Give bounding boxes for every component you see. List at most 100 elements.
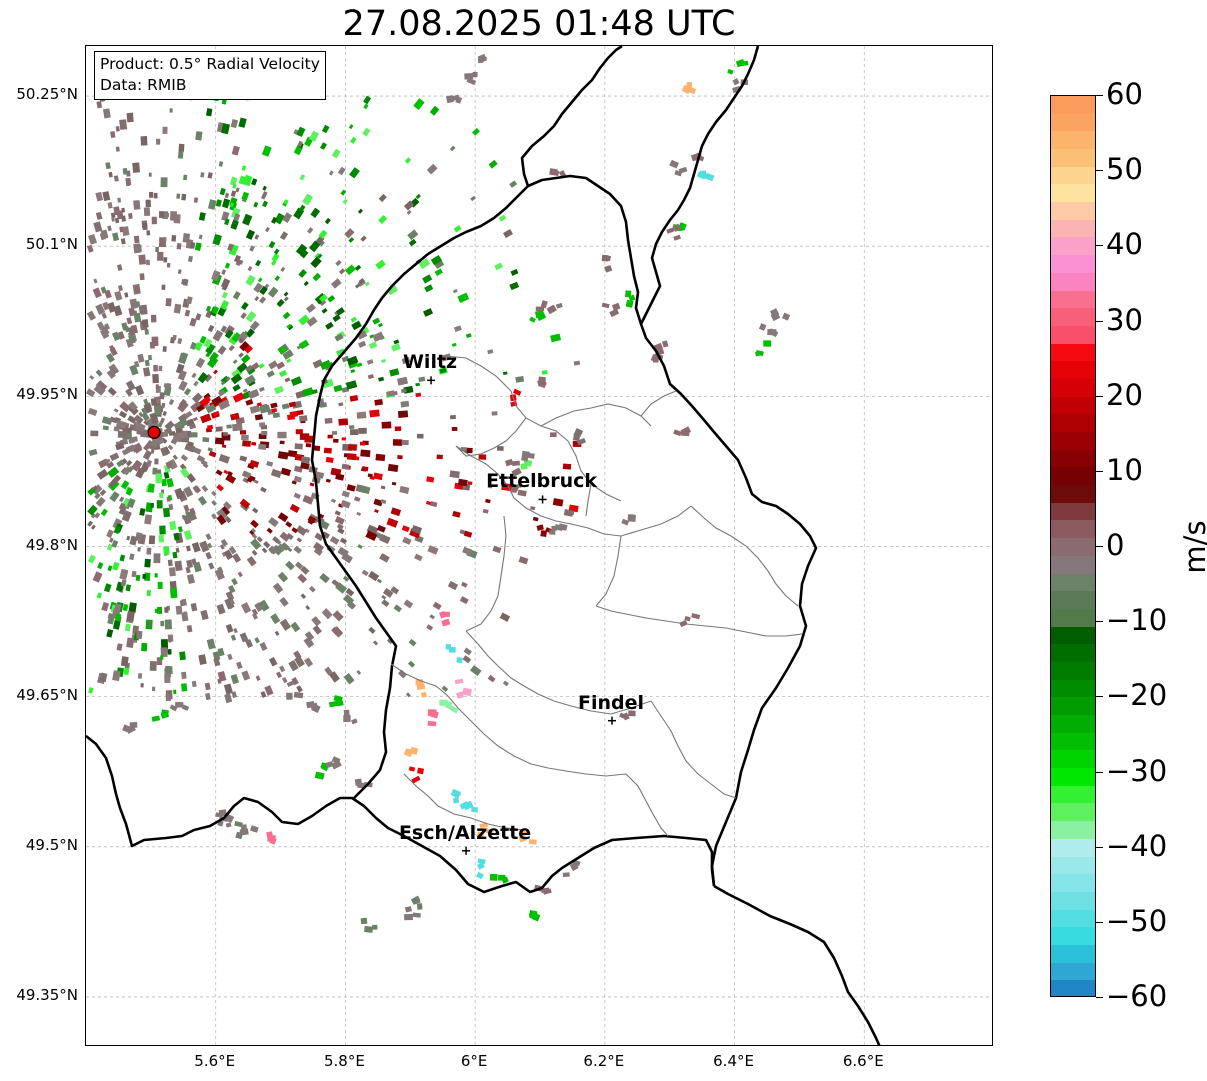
echo-cell	[552, 498, 564, 507]
echo-cell	[280, 266, 286, 272]
echo-cell	[426, 163, 438, 175]
echo-cell	[162, 410, 167, 417]
echo-cell	[156, 399, 160, 404]
echo-cell	[356, 411, 367, 419]
echo-cell	[237, 571, 243, 578]
echo-cell	[382, 587, 394, 598]
echo-cell	[200, 172, 205, 178]
echo-cell	[345, 588, 355, 597]
echo-cell	[177, 337, 183, 345]
canton-border	[455, 417, 527, 457]
echo-cell	[119, 568, 129, 580]
echo-cell	[258, 363, 265, 369]
echo-cell	[609, 308, 620, 318]
echo-cell	[266, 527, 273, 534]
echo-cell	[540, 887, 550, 893]
echo-cell	[181, 671, 187, 680]
echo-cell	[306, 316, 318, 327]
colorbar-tick	[1096, 320, 1103, 322]
echo-cell	[673, 429, 682, 437]
echo-cell	[87, 520, 93, 527]
echo-cell	[139, 507, 146, 516]
echo-cell	[153, 553, 161, 564]
echo-cell	[268, 517, 279, 528]
echo-cell	[489, 873, 498, 881]
echo-cell	[94, 492, 101, 500]
radar-map[interactable]	[85, 45, 993, 1046]
lon-tick-label: 5.8°E	[324, 1052, 365, 1070]
echo-cell	[425, 500, 432, 506]
echo-cell	[241, 434, 249, 441]
echo-cell	[141, 412, 150, 422]
echo-cell	[247, 388, 260, 400]
echo-cell	[333, 694, 343, 703]
echo-cell	[270, 402, 278, 409]
city-marker	[462, 846, 471, 855]
echo-cell	[260, 691, 267, 698]
echo-cell	[205, 403, 217, 414]
echo-cell	[150, 413, 159, 424]
echo-cell	[239, 430, 247, 435]
echo-cell	[255, 675, 261, 681]
echo-cell	[244, 374, 256, 386]
echo-cell	[238, 337, 244, 344]
echo-cell	[549, 529, 556, 535]
echo-cell	[117, 430, 128, 438]
echo-cell	[251, 533, 258, 540]
echo-cell	[284, 377, 291, 383]
echo-cell	[335, 307, 345, 316]
colorbar-segment	[1051, 909, 1095, 929]
echo-cell	[122, 168, 128, 175]
echo-cell	[275, 361, 285, 370]
echo-cell	[169, 588, 178, 599]
colorbar-segment	[1051, 980, 1095, 996]
colorbar-tick-label: 0	[1106, 528, 1125, 562]
echo-cell	[143, 443, 151, 451]
echo-cell	[528, 839, 537, 845]
echo-cell	[459, 596, 469, 605]
echo-cell	[230, 412, 240, 421]
city-marker	[427, 376, 436, 385]
echo-cell	[510, 483, 520, 492]
echo-cell	[189, 317, 197, 327]
echo-cell	[277, 345, 288, 355]
echo-cell	[279, 231, 289, 241]
echo-cell	[113, 525, 122, 535]
lat-tick-label: 50.25°N	[16, 85, 78, 104]
echo-cell	[224, 192, 230, 199]
echo-cell	[146, 230, 151, 236]
echo-cell	[302, 494, 314, 505]
echo-cell	[300, 593, 307, 600]
echo-cell	[121, 215, 126, 222]
echo-cell	[330, 759, 342, 770]
echo-cell	[480, 55, 487, 62]
echo-cell	[413, 98, 425, 110]
echo-cell	[150, 398, 157, 406]
echo-cell	[296, 409, 304, 416]
echo-cell	[502, 371, 508, 376]
echo-cell	[160, 431, 169, 438]
echo-cell	[251, 441, 257, 446]
echo-cell	[235, 187, 240, 193]
lon-tick-label: 5.6°E	[194, 1052, 236, 1070]
echo-cell	[483, 827, 494, 836]
echo-cell	[102, 425, 109, 431]
echo-cell	[240, 312, 247, 320]
echo-cell	[378, 193, 387, 203]
echo-cell	[187, 441, 194, 447]
echo-cell	[95, 191, 104, 202]
echo-cell	[126, 498, 136, 509]
echo-cell	[180, 454, 189, 462]
canton-border	[625, 773, 669, 837]
echo-cell	[338, 402, 344, 407]
echo-cell	[186, 573, 195, 585]
echo-cell	[146, 590, 151, 596]
echo-cell	[449, 415, 456, 420]
echo-cell	[111, 539, 119, 548]
echo-cell	[534, 310, 544, 319]
echo-cell	[272, 582, 284, 594]
echo-cell	[160, 620, 165, 627]
echo-cell	[472, 71, 478, 78]
echo-cell	[158, 365, 163, 372]
echo-cell	[530, 506, 536, 511]
